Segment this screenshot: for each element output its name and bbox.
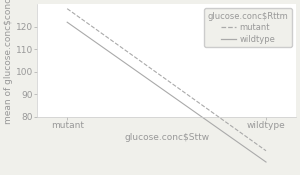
Y-axis label: mean of glucose.conc$conc: mean of glucose.conc$conc	[4, 0, 13, 124]
Legend: mutant, wildtype: mutant, wildtype	[204, 8, 292, 47]
X-axis label: glucose.conc$Sttw: glucose.conc$Sttw	[124, 133, 209, 142]
